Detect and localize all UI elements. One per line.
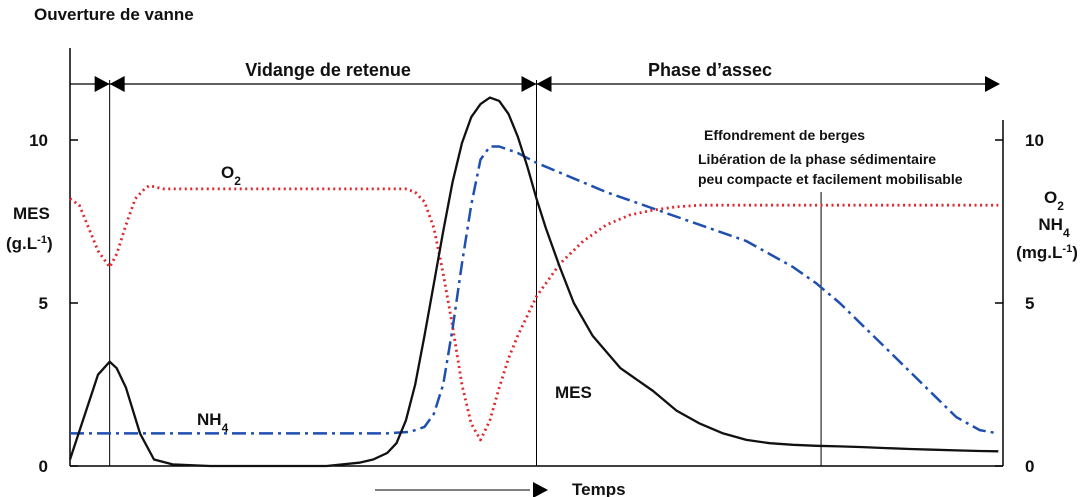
- annotation-text: Effondrement de berges: [704, 127, 865, 143]
- y-axis-label-right: NH4: [1038, 215, 1070, 240]
- phase-arrow-head: [521, 76, 537, 92]
- phase-arrow-head: [94, 76, 110, 92]
- phase-arrow-head: [109, 76, 125, 92]
- y-axis-label-left: (g.L-1): [6, 234, 53, 253]
- y-axis-label-right: (mg.L-1): [1016, 243, 1078, 262]
- phase-arrow-head: [985, 76, 1000, 92]
- phase-label: Phase d’assec: [648, 60, 772, 80]
- annotation-text: peu compacte et facilement mobilisable: [698, 171, 963, 187]
- series-line: [69, 184, 999, 442]
- y-tick-label-right: 0: [1025, 457, 1034, 476]
- y-axis-label-right: O2: [1044, 188, 1064, 213]
- x-axis-label: Temps: [572, 480, 626, 497]
- series-line: [68, 96, 999, 468]
- time-arrow-head: [533, 482, 548, 497]
- annotation-text: Libération de la phase sédimentaire: [698, 151, 936, 167]
- y-tick-label-right: 5: [1025, 294, 1034, 313]
- y-tick-label-left: 5: [39, 294, 48, 313]
- phase-arrow-head: [536, 76, 552, 92]
- series-label-o2: O2: [221, 163, 241, 188]
- chart-title: Ouverture de vanne: [34, 5, 194, 24]
- series-line: [70, 145, 999, 435]
- series-label-nh4: NH4: [197, 410, 229, 435]
- y-tick-label-right: 10: [1025, 131, 1044, 150]
- y-tick-label-left: 10: [29, 131, 48, 150]
- y-tick-label-left: 0: [39, 457, 48, 476]
- phase-label: Vidange de retenue: [245, 60, 411, 80]
- y-axis-label-left: MES: [13, 204, 50, 223]
- series-label-mes: MES: [555, 383, 592, 402]
